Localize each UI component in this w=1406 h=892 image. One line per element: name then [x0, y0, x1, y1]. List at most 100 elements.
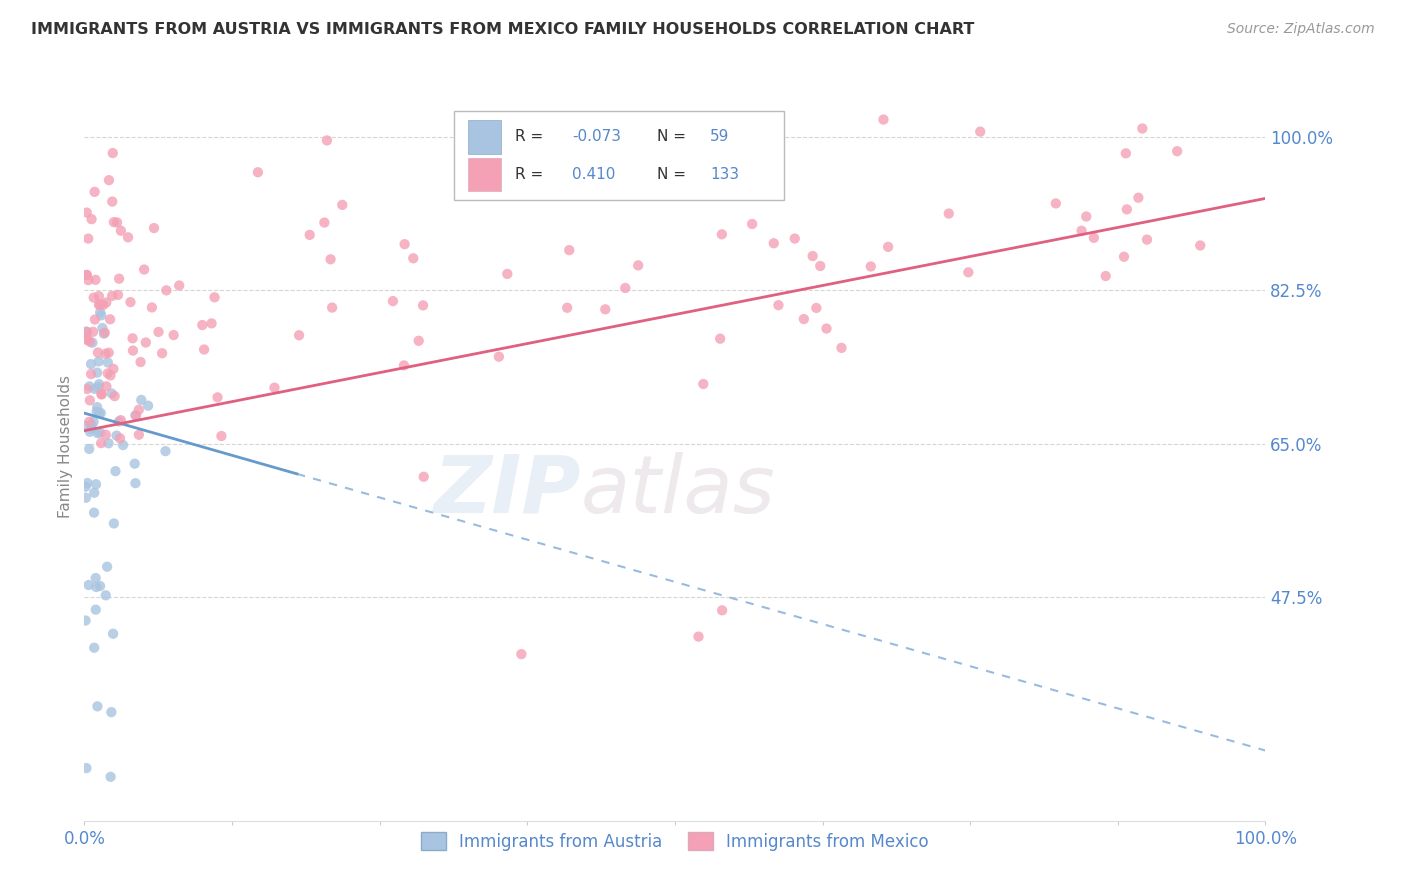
- Point: [104, 464, 127, 478]
- Point: [938, 206, 960, 220]
- Point: [815, 321, 838, 335]
- Point: [77, 273, 100, 287]
- Point: [80, 357, 103, 371]
- Point: [246, 165, 269, 179]
- Point: [84, 571, 107, 585]
- Point: [614, 281, 637, 295]
- Y-axis label: Family Households: Family Households: [58, 375, 73, 517]
- Point: [94, 347, 117, 361]
- Point: [124, 409, 146, 423]
- Point: [97, 436, 120, 450]
- Point: [595, 302, 617, 317]
- Point: [314, 215, 336, 229]
- Point: [872, 112, 894, 127]
- Point: [555, 301, 578, 315]
- Point: [76, 476, 98, 491]
- Point: [87, 377, 110, 392]
- Point: [89, 305, 111, 319]
- Point: [381, 294, 404, 309]
- Point: [128, 402, 150, 417]
- Point: [496, 267, 519, 281]
- Point: [711, 603, 734, 617]
- Point: [86, 699, 108, 714]
- Text: N =: N =: [657, 129, 690, 145]
- Point: [957, 265, 980, 279]
- Point: [125, 409, 148, 423]
- Point: [94, 326, 117, 340]
- Point: [316, 133, 339, 147]
- Point: [75, 480, 97, 494]
- Point: [76, 331, 98, 345]
- Bar: [468, 120, 502, 153]
- Point: [558, 243, 581, 257]
- Point: [783, 231, 806, 245]
- Text: IMMIGRANTS FROM AUSTRIA VS IMMIGRANTS FROM MEXICO FAMILY HOUSEHOLDS CORRELATION : IMMIGRANTS FROM AUSTRIA VS IMMIGRANTS FR…: [31, 22, 974, 37]
- Point: [105, 215, 128, 229]
- Point: [91, 298, 114, 312]
- Point: [120, 295, 142, 310]
- Point: [330, 198, 353, 212]
- Point: [1128, 191, 1150, 205]
- Point: [1115, 202, 1137, 217]
- Point: [76, 268, 98, 282]
- Point: [100, 386, 122, 401]
- Point: [87, 426, 110, 441]
- Point: [84, 602, 107, 616]
- Point: [79, 393, 101, 408]
- Point: [510, 647, 533, 661]
- Point: [87, 345, 110, 359]
- Point: [793, 312, 815, 326]
- Point: [402, 252, 425, 266]
- Point: [831, 341, 853, 355]
- Point: [408, 334, 430, 348]
- Point: [688, 630, 710, 644]
- Text: 59: 59: [710, 129, 730, 145]
- Point: [741, 217, 763, 231]
- Point: [692, 377, 714, 392]
- Point: [86, 366, 108, 380]
- Point: [859, 260, 882, 274]
- Point: [288, 328, 311, 343]
- Bar: [468, 158, 502, 192]
- Point: [96, 559, 118, 574]
- Point: [82, 335, 104, 350]
- Point: [101, 194, 124, 209]
- Point: [1136, 233, 1159, 247]
- Point: [84, 580, 107, 594]
- Point: [1094, 268, 1116, 283]
- Point: [100, 705, 122, 719]
- Point: [100, 368, 122, 383]
- Point: [298, 227, 321, 242]
- Point: [167, 278, 190, 293]
- Point: [76, 382, 98, 396]
- Point: [89, 579, 111, 593]
- Point: [80, 367, 103, 381]
- Point: [75, 491, 97, 505]
- Point: [97, 345, 120, 359]
- Point: [108, 431, 131, 445]
- Point: [136, 399, 159, 413]
- Point: [87, 354, 110, 368]
- Point: [79, 379, 101, 393]
- Point: [77, 578, 100, 592]
- Point: [94, 588, 117, 602]
- Text: atlas: atlas: [581, 452, 775, 530]
- Point: [90, 436, 112, 450]
- Point: [613, 163, 636, 178]
- Point: [321, 301, 343, 315]
- Point: [129, 355, 152, 369]
- Point: [263, 381, 285, 395]
- Point: [394, 237, 416, 252]
- Point: [75, 614, 97, 628]
- Point: [808, 259, 831, 273]
- Point: [103, 215, 125, 229]
- Point: [86, 404, 108, 418]
- Point: [134, 262, 156, 277]
- Point: [412, 298, 434, 312]
- Point: [103, 361, 125, 376]
- Point: [80, 422, 103, 436]
- Point: [87, 289, 110, 303]
- Point: [94, 427, 117, 442]
- Point: [117, 230, 139, 244]
- Point: [83, 291, 105, 305]
